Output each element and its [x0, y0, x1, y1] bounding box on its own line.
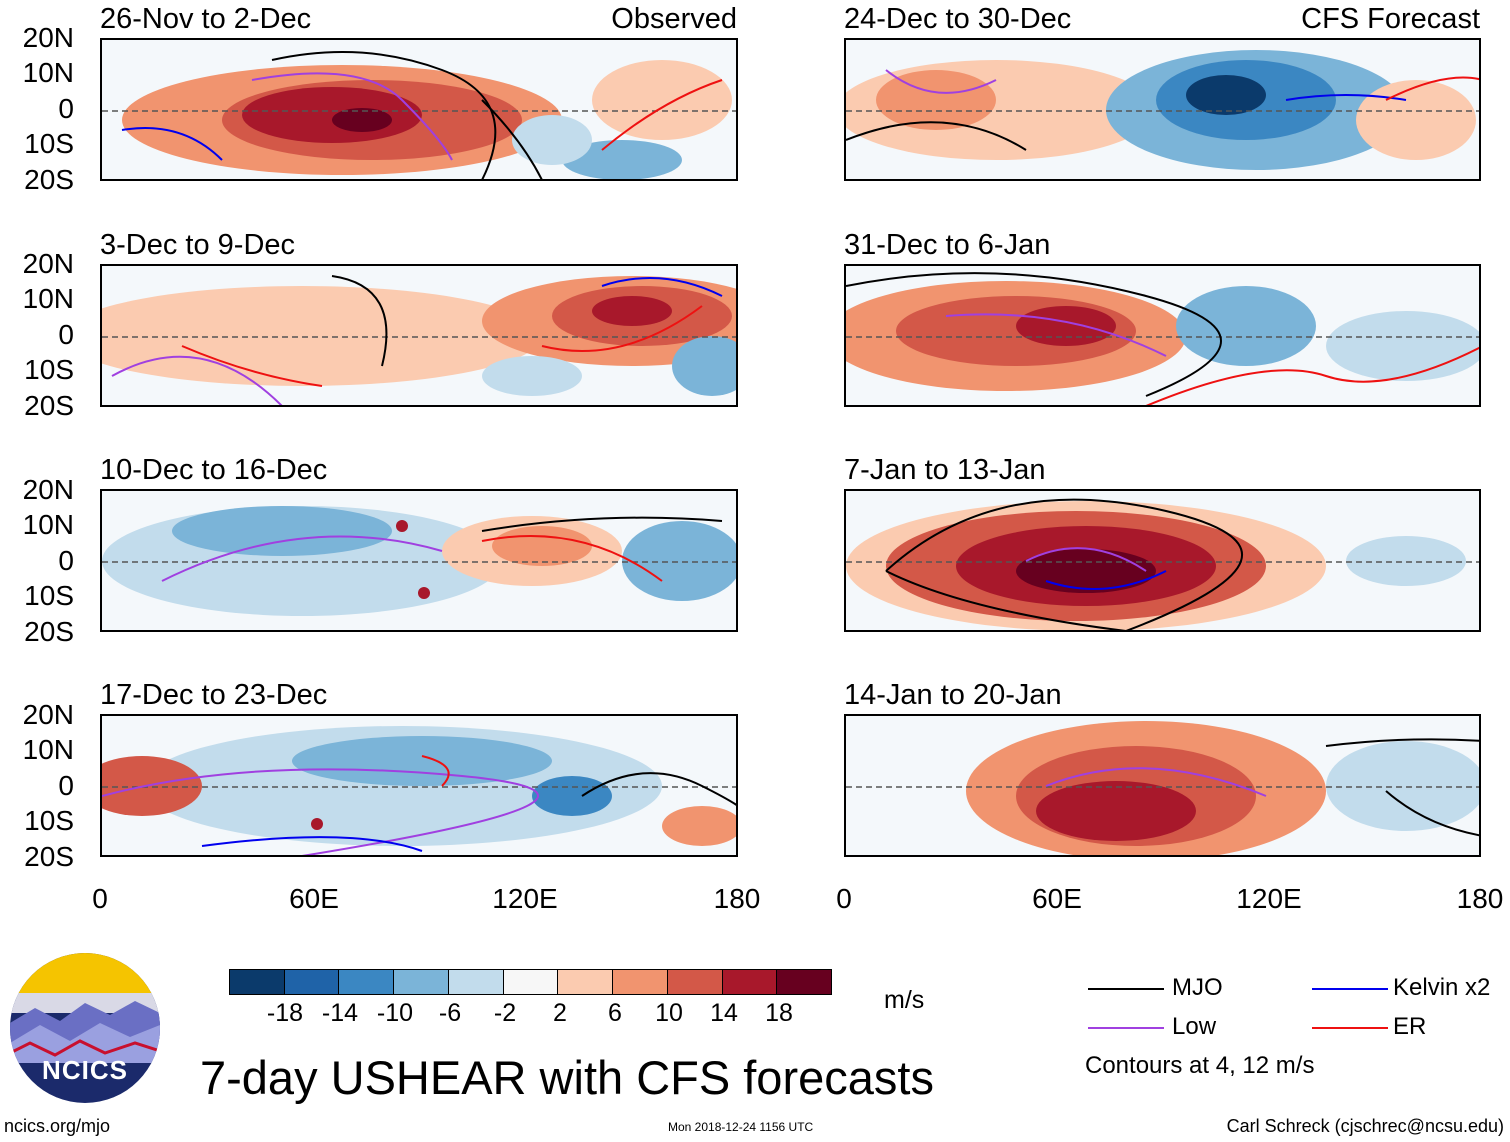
x-label: 60E: [1032, 883, 1082, 914]
ncics-logo: NCICS: [10, 953, 160, 1103]
colorbar-tick: -14: [321, 999, 359, 1027]
x-label: 0: [836, 883, 852, 914]
colorbar-tick: -10: [376, 999, 414, 1027]
y-label: 20N: [22, 248, 74, 279]
footer-url[interactable]: ncics.org/mjo: [4, 1116, 111, 1136]
x-label: 0: [92, 883, 108, 914]
x-label: 180: [1456, 883, 1504, 914]
y-label: 10N: [22, 283, 74, 314]
panel-title-4: 31-Dec to 6-Jan: [844, 229, 1051, 261]
panel-title-5: 10-Dec to 16-Dec: [100, 454, 328, 486]
legend-label-mjo: MJO: [1172, 974, 1223, 1001]
panel-tag-observed: Observed: [611, 3, 737, 35]
map-panel-4: [844, 264, 1481, 407]
y-label: 20S: [24, 841, 74, 872]
colorbar-tick: 10: [655, 999, 683, 1027]
y-label: 10N: [22, 734, 74, 765]
colorbar-units: m/s: [884, 986, 925, 1014]
y-label: 20N: [22, 699, 74, 730]
colorbar-tick: 2: [553, 999, 567, 1027]
colorbar-tick: 14: [710, 999, 738, 1027]
map-panel-3: [100, 264, 738, 407]
x-label: 120E: [1236, 883, 1302, 914]
footer-author: Carl Schreck (cjschrec@ncsu.edu): [1226, 1116, 1504, 1136]
colorbar-tick: 6: [608, 999, 622, 1027]
panel-title-6: 7-Jan to 13-Jan: [844, 454, 1046, 486]
colorbar-swatch-10: [777, 970, 832, 994]
colorbar-swatch-0: [230, 970, 285, 994]
y-label: 10S: [24, 580, 74, 611]
y-label: 20S: [24, 164, 74, 195]
y-label: 10S: [24, 128, 74, 159]
panel-title-2: 24-Dec to 30-Dec: [844, 3, 1072, 35]
map-panel-7: [100, 714, 738, 857]
colorbar-tick: -6: [438, 999, 462, 1027]
legend-swatch-mjo: [1088, 988, 1164, 990]
legend-swatch-er: [1312, 1027, 1388, 1029]
panel-title-8: 14-Jan to 20-Jan: [844, 679, 1062, 711]
y-label: 20N: [22, 474, 74, 505]
main-title: 7-day USHEAR with CFS forecasts: [200, 1051, 934, 1104]
y-label: 10S: [24, 805, 74, 836]
legend-note: Contours at 4, 12 m/s: [1085, 1052, 1315, 1079]
y-label: 10N: [22, 509, 74, 540]
panel-tag-cfs-forecast: CFS Forecast: [1301, 3, 1480, 35]
colorbar-swatch-6: [558, 970, 614, 994]
y-label: 0: [58, 319, 74, 350]
y-label: 10S: [24, 354, 74, 385]
y-label: 20S: [24, 616, 74, 647]
y-label: 20N: [22, 22, 74, 53]
colorbar-tick: 18: [765, 999, 793, 1027]
x-label: 60E: [289, 883, 339, 914]
footer-timestamp: Mon 2018-12-24 1156 UTC: [668, 1120, 814, 1134]
colorbar: [229, 969, 832, 995]
y-label: 0: [58, 545, 74, 576]
legend-label-kelvin: Kelvin x2: [1393, 974, 1491, 1001]
legend-label-low: Low: [1172, 1013, 1217, 1040]
y-label: 0: [58, 93, 74, 124]
panel-title-7: 17-Dec to 23-Dec: [100, 679, 328, 711]
legend-swatch-kelvin: [1312, 988, 1388, 990]
y-label: 20S: [24, 390, 74, 421]
colorbar-swatch-9: [722, 970, 778, 994]
x-label: 180: [713, 883, 761, 914]
panel-title-3: 3-Dec to 9-Dec: [100, 229, 296, 261]
colorbar-swatch-4: [448, 970, 504, 994]
y-label: 0: [58, 770, 74, 801]
map-panel-6: [844, 489, 1481, 632]
legend-label-er: ER: [1393, 1013, 1427, 1040]
map-panel-2: [844, 38, 1481, 181]
colorbar-swatch-5: [503, 970, 559, 994]
y-label: 10N: [22, 57, 74, 88]
colorbar-swatch-7: [613, 970, 668, 994]
x-label: 120E: [492, 883, 558, 914]
colorbar-tick: -18: [266, 999, 304, 1027]
logo-text: NCICS: [42, 1055, 128, 1085]
colorbar-swatch-8: [667, 970, 723, 994]
colorbar-swatch-3: [394, 970, 449, 994]
map-panel-5: [100, 489, 738, 632]
legend-swatch-low: [1088, 1027, 1164, 1029]
colorbar-swatch-2: [339, 970, 395, 994]
panel-title-1: 26-Nov to 2-Dec: [100, 3, 312, 35]
map-panel-1: [100, 38, 738, 181]
colorbar-swatch-1: [284, 970, 340, 994]
map-panel-8: [844, 714, 1481, 857]
colorbar-tick: -2: [493, 999, 517, 1027]
